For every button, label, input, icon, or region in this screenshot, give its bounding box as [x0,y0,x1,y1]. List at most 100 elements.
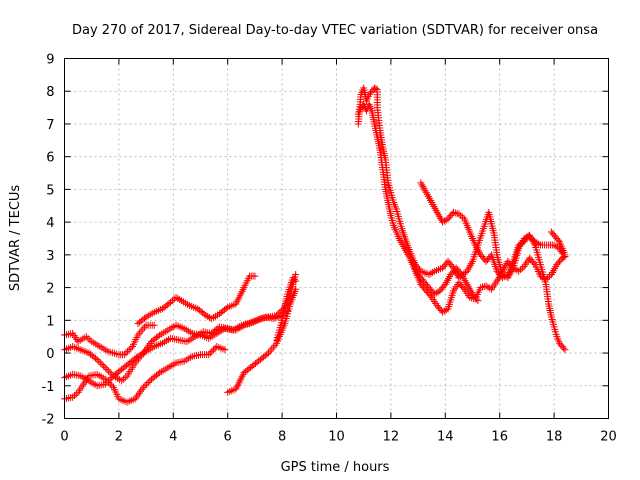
data-point [451,209,459,217]
x-tick-label: 16 [491,430,508,445]
data-point [92,354,100,362]
y-tick-label: 8 [46,85,54,100]
data-point [521,236,529,244]
data-point [106,380,114,388]
data-series [354,84,566,282]
y-tick-label: 7 [46,118,54,133]
data-point [456,269,464,277]
data-point [430,290,438,298]
chart-title: Day 270 of 2017, Sidereal Day-to-day VTE… [72,23,598,38]
data-point [429,289,437,296]
data-point [82,333,90,341]
data-point [72,390,80,398]
data-point [205,351,213,359]
data-point [550,241,558,249]
data-point [515,241,523,249]
y-tick-label: -2 [42,413,55,428]
data-series [61,343,229,406]
data-series [134,272,259,328]
data-point [518,264,526,272]
data-point [170,295,178,303]
data-series [273,274,300,344]
y-tick-label: 0 [46,347,54,362]
x-axis-label: GPS time / hours [281,460,390,475]
data-point [93,356,101,364]
plot-frame [64,58,609,419]
y-tick-label: -1 [42,380,55,395]
y-axis-label: SDTVAR / TECUs [8,185,23,292]
data-point [517,266,525,274]
data-point [455,210,463,218]
data-point [132,354,140,362]
data-point [118,377,126,385]
data-point [459,284,467,292]
data-point [440,282,448,290]
data-point [290,275,298,283]
data-point [449,208,457,216]
data-point [174,295,182,302]
data-point [561,346,569,354]
data-point [144,379,152,386]
data-point [150,321,158,329]
data-point [108,382,116,390]
data-point [500,273,508,281]
data-point [437,307,445,314]
data-point [561,251,569,259]
data-point [530,259,538,267]
y-tick-label: 4 [46,216,54,231]
x-tick-label: 6 [224,430,232,445]
data-point [511,265,519,273]
data-point [486,284,494,292]
data-point [274,310,282,318]
data-point [172,293,180,301]
data-point [204,313,212,320]
data-point [140,314,148,322]
data-point [143,380,151,388]
data-point [95,357,103,365]
data-series [417,179,569,354]
data-point [69,393,77,401]
data-point [515,267,523,275]
data-point [208,347,216,355]
data-point [121,374,129,382]
data-point [154,370,162,378]
data-point [105,379,113,386]
data-series [61,321,158,359]
data-point [103,377,111,385]
data-series [409,257,482,305]
data-point [165,300,173,308]
data-point [440,307,448,315]
data-point [473,295,481,303]
y-tick-label: 2 [46,282,54,297]
data-point [127,344,135,352]
data-point [544,274,552,282]
data-point [517,240,525,248]
x-tick-label: 4 [169,430,177,445]
data-point [103,365,111,373]
data-point [105,367,113,375]
data-point [202,311,210,319]
data-point [168,297,176,305]
data-point [101,375,109,383]
data-point [251,272,259,280]
data-point [457,212,465,220]
x-tick-label: 20 [600,430,617,445]
data-point [546,272,554,280]
y-tick-label: 5 [46,183,54,198]
data-point [372,85,380,93]
data-point [139,383,147,391]
data-point [98,361,106,368]
x-tick-label: 0 [60,430,68,445]
data-point [167,298,175,306]
y-tick-label: 1 [46,314,54,329]
x-axis: 0 2 4 6 8 10 12 14 16 18 20 [60,58,617,445]
data-point [210,346,218,354]
y-tick-label: 9 [46,53,54,68]
x-tick-label: 12 [383,430,400,445]
data-point [276,308,284,316]
data-point [106,369,114,377]
x-tick-label: 2 [115,430,123,445]
data-point [108,374,116,382]
data-point [154,332,162,340]
